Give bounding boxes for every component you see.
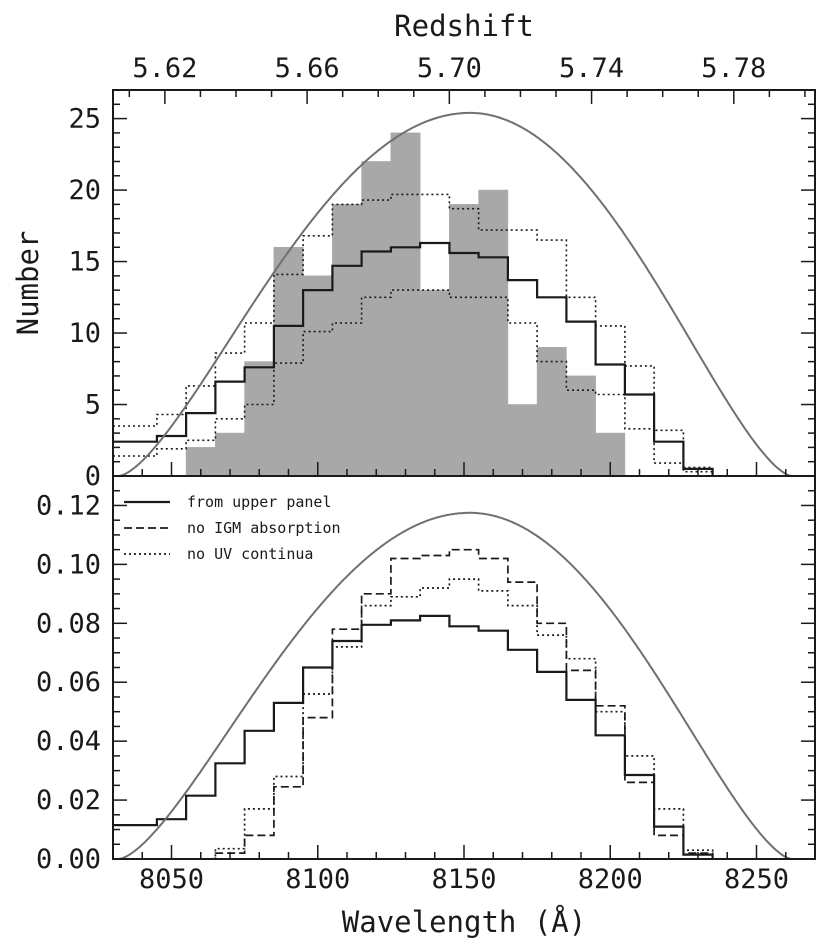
x-tick-label: 8100 bbox=[285, 864, 350, 895]
observed-bar bbox=[332, 204, 362, 477]
observed-bar bbox=[507, 404, 538, 477]
upper-y-tick-labels: 0 5 10 15 20 25 bbox=[68, 104, 101, 492]
lower-y-tick-label: 0.04 bbox=[36, 726, 101, 757]
lower-y-tick-label: 0.02 bbox=[36, 785, 101, 816]
legend-label-no-igm-absorption: no IGM absorption bbox=[187, 519, 341, 537]
x-tick-label: 8250 bbox=[724, 864, 789, 895]
model-upper-bound-line bbox=[113, 193, 714, 476]
observed-bar bbox=[566, 375, 596, 477]
x-tick-label: 8200 bbox=[578, 864, 643, 895]
observed-bar bbox=[390, 132, 421, 477]
fraction-series bbox=[113, 511, 792, 860]
redshift-tick-label: 5.78 bbox=[701, 53, 766, 84]
observed-histogram bbox=[185, 132, 626, 477]
redshift-tick-label: 5.74 bbox=[559, 53, 624, 84]
observed-bar bbox=[273, 246, 304, 477]
legend-label-from-upper-panel: from upper panel bbox=[187, 493, 332, 511]
x-tick-label: 8050 bbox=[139, 864, 204, 895]
observed-bar bbox=[361, 161, 392, 477]
lower-y-tick-label: 0.08 bbox=[36, 608, 101, 639]
upper-y-tick-label: 10 bbox=[68, 318, 101, 349]
lower-panel: 0.00 0.02 0.04 0.06 0.08 0.10 0.12 8050 8100 815… bbox=[36, 475, 816, 939]
observed-bar bbox=[419, 289, 450, 477]
lower-y-tick-label: 0.00 bbox=[36, 844, 101, 875]
observed-bar bbox=[536, 347, 567, 477]
upper-y-tick-label: 15 bbox=[68, 247, 101, 278]
top-axis-title: Redshift bbox=[394, 9, 534, 43]
upper-y-tick-label: 20 bbox=[68, 175, 101, 206]
model-step-line bbox=[113, 241, 714, 476]
observed-bar bbox=[478, 189, 509, 477]
upper-panel-ticks bbox=[113, 90, 816, 476]
upper-y-axis-title: Number bbox=[11, 231, 45, 336]
no-uv-continua-line bbox=[113, 578, 714, 860]
x-tick-labels: 8050 8100 8150 8200 8250 bbox=[139, 864, 789, 895]
model-series bbox=[113, 111, 792, 477]
no-igm-absorption-line bbox=[113, 548, 714, 860]
x-tick-label: 8150 bbox=[431, 864, 496, 895]
legend-label-no-uv-continua: no UV continua bbox=[187, 545, 313, 563]
from-upper-panel-line bbox=[113, 614, 714, 859]
redshift-tick-label: 5.70 bbox=[417, 53, 482, 84]
observed-bar bbox=[449, 204, 479, 477]
observed-bar bbox=[244, 361, 275, 477]
lower-y-tick-labels: 0.00 0.02 0.04 0.06 0.08 0.10 0.12 bbox=[36, 490, 101, 875]
redshift-tick-label: 5.62 bbox=[132, 53, 197, 84]
upper-y-tick-label: 5 bbox=[85, 390, 101, 421]
lower-y-tick-label: 0.06 bbox=[36, 667, 101, 698]
legend: from upper panel no IGM absorption no UV… bbox=[124, 493, 341, 563]
upper-y-tick-label: 0 bbox=[85, 461, 101, 492]
lower-y-tick-label: 0.12 bbox=[36, 490, 101, 521]
lower-y-tick-label: 0.10 bbox=[36, 549, 101, 580]
upper-panel: 0 5 10 15 20 25 5.62 5.66 5.70 5.74 5.78 Redshift… bbox=[11, 9, 816, 492]
redshift-tick-labels: 5.62 5.66 5.70 5.74 5.78 bbox=[132, 53, 766, 84]
x-axis-title: Wavelength (Å) bbox=[342, 905, 586, 939]
filter-transmission-curve bbox=[118, 511, 792, 860]
observed-bar bbox=[215, 432, 245, 477]
filter-transmission-curve bbox=[118, 111, 792, 477]
observed-bar bbox=[302, 275, 333, 477]
model-lower-bound-line bbox=[113, 289, 714, 476]
lower-panel-ticks bbox=[113, 489, 816, 859]
upper-y-tick-label: 25 bbox=[68, 104, 101, 135]
redshift-tick-label: 5.66 bbox=[275, 53, 340, 84]
